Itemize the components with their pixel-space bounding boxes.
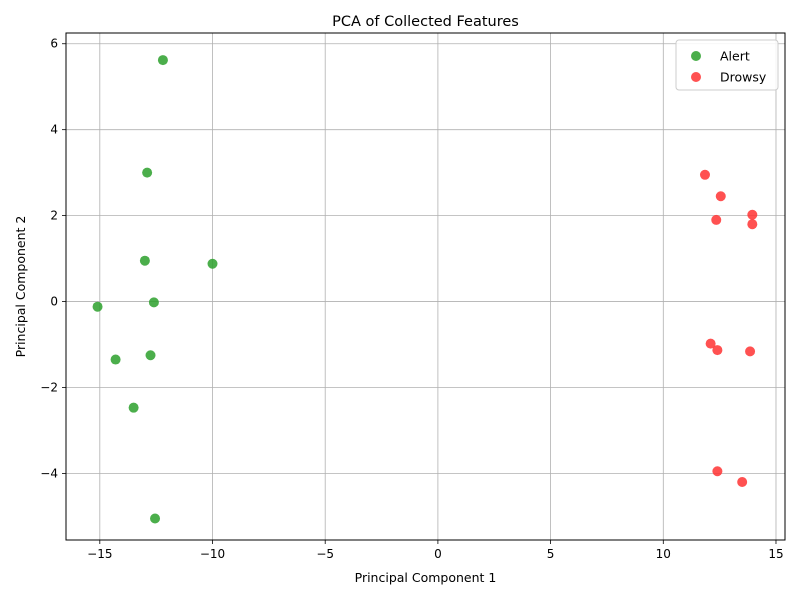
alert-point [128, 402, 139, 413]
drowsy-point [747, 219, 758, 230]
drowsy-point [711, 214, 722, 225]
drowsy-point [712, 466, 723, 477]
alert-point [157, 55, 168, 66]
legend-marker-drowsy [691, 72, 701, 82]
chart-title: PCA of Collected Features [332, 14, 519, 30]
drowsy-point [712, 345, 723, 356]
y-tick-label: 6 [50, 37, 58, 51]
x-tick-label: 0 [434, 547, 442, 561]
alert-point [92, 301, 103, 312]
legend-label-alert: Alert [720, 49, 750, 64]
alert-point [148, 297, 159, 308]
drowsy-point [699, 169, 710, 180]
alert-point [142, 167, 153, 178]
x-tick-label: −10 [200, 547, 225, 561]
alert-point [110, 354, 121, 365]
x-tick-label: −15 [87, 547, 112, 561]
y-tick-label: −2 [40, 380, 58, 394]
x-axis-label: Principal Component 1 [355, 570, 497, 585]
drowsy-point [715, 191, 726, 202]
drowsy-point [747, 209, 758, 220]
x-tick-label: 5 [547, 547, 555, 561]
grid [66, 33, 785, 540]
y-tick-label: −4 [40, 466, 58, 480]
alert-point [145, 350, 156, 361]
alert-point [139, 255, 150, 266]
y-axis-label: Principal Component 2 [13, 216, 28, 358]
y-tick-label: 0 [50, 295, 58, 309]
alert-point [207, 258, 218, 269]
legend: Alert Drowsy [675, 39, 779, 91]
y-tick-label: 2 [50, 209, 58, 223]
legend-marker-alert [691, 51, 701, 61]
plot-frame [65, 32, 786, 541]
x-tick-label: 15 [768, 547, 783, 561]
y-tick-label: 4 [50, 123, 58, 137]
axis-ticks: −15 −10 −5 0 5 10 15 −4 −2 0 2 4 6 [40, 37, 783, 561]
legend-label-drowsy: Drowsy [720, 70, 767, 85]
drowsy-point [745, 346, 756, 357]
legend-box [675, 39, 779, 91]
x-tick-label: 10 [656, 547, 671, 561]
alert-point [150, 513, 161, 524]
x-tick-label: −5 [316, 547, 334, 561]
drowsy-point [737, 476, 748, 487]
data-points [92, 55, 758, 524]
drowsy-point [705, 338, 716, 349]
